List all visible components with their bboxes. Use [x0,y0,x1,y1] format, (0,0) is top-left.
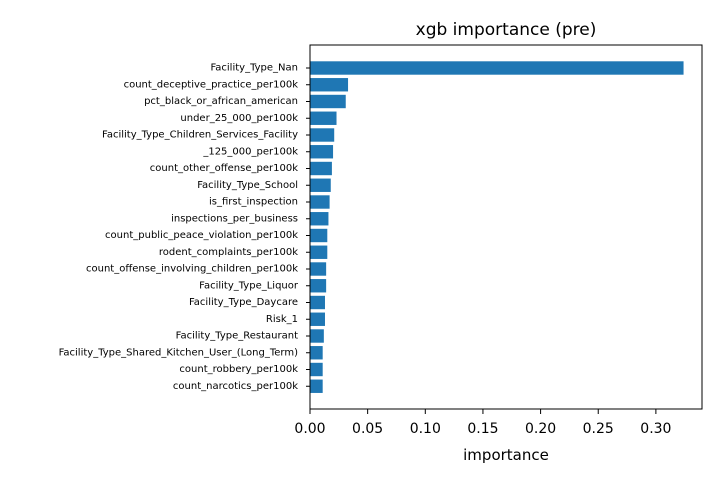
y-tick-label: _125_000_per100k [202,146,298,157]
bar [310,262,327,276]
y-tick-label: count_offense_involving_children_per100k [86,264,298,275]
bar [310,195,330,209]
y-tick-label: count_public_peace_violation_per100k [105,230,298,241]
bar [310,245,328,259]
y-tick-label: Facility_Type_Shared_Kitchen_User_(Long_… [59,347,299,358]
x-tick-label: 0.00 [294,421,325,437]
x-axis-ticks: 0.00 0.05 0.10 0.15 0.20 0.25 0.30 [294,409,671,437]
y-tick-label: Facility_Type_School [197,180,298,191]
bar [310,346,323,360]
y-tick-label: Facility_Type_Daycare [189,297,298,308]
y-tick-label: pct_black_or_african_american [144,96,298,107]
y-tick-label: count_deceptive_practice_per100k [124,79,299,90]
bar [310,178,331,192]
y-tick-label: is_first_inspection [209,197,298,208]
bar [310,212,329,226]
y-tick-label: count_other_offense_per100k [150,163,298,174]
y-tick-label: Facility_Type_Nan [210,63,298,74]
bar [310,329,324,343]
y-tick-label: rodent_complaints_per100k [159,247,298,258]
y-tick-label: under_25_000_per100k [180,113,298,124]
y-tick-label: count_narcotics_per100k [173,381,298,392]
bar [310,362,323,377]
y-tick-label: Facility_Type_Liquor [199,280,299,291]
bar [310,128,335,142]
x-tick-label: 0.10 [410,421,441,437]
bar [310,161,332,176]
x-tick-label: 0.15 [467,421,498,437]
bar [310,312,325,326]
bar [310,379,323,393]
bar [310,228,328,243]
bar [310,145,334,159]
bar [310,295,325,310]
x-tick-label: 0.30 [640,421,671,437]
plot-frame [309,44,703,410]
bar [310,61,684,75]
y-tick-label: Facility_Type_Restaurant [176,331,298,342]
x-axis-title: importance [463,446,549,464]
y-tick-label: Risk_1 [266,314,298,325]
y-tick-label: Facility_Type_Children_Services_Facility [102,130,298,141]
x-tick-label: 0.05 [352,421,383,437]
x-tick-label: 0.20 [525,421,556,437]
y-tick-label: count_robbery_per100k [179,364,298,375]
bar [310,78,349,92]
chart-title: xgb importance (pre) [416,20,597,40]
y-axis-ticks: Facility_Type_Nan count_deceptive_practic… [59,63,310,392]
bar [310,279,327,293]
bar [310,111,337,125]
bar [310,94,346,109]
x-tick-label: 0.25 [583,421,614,437]
bars-group [310,61,684,393]
y-tick-label: inspections_per_business [171,213,298,224]
